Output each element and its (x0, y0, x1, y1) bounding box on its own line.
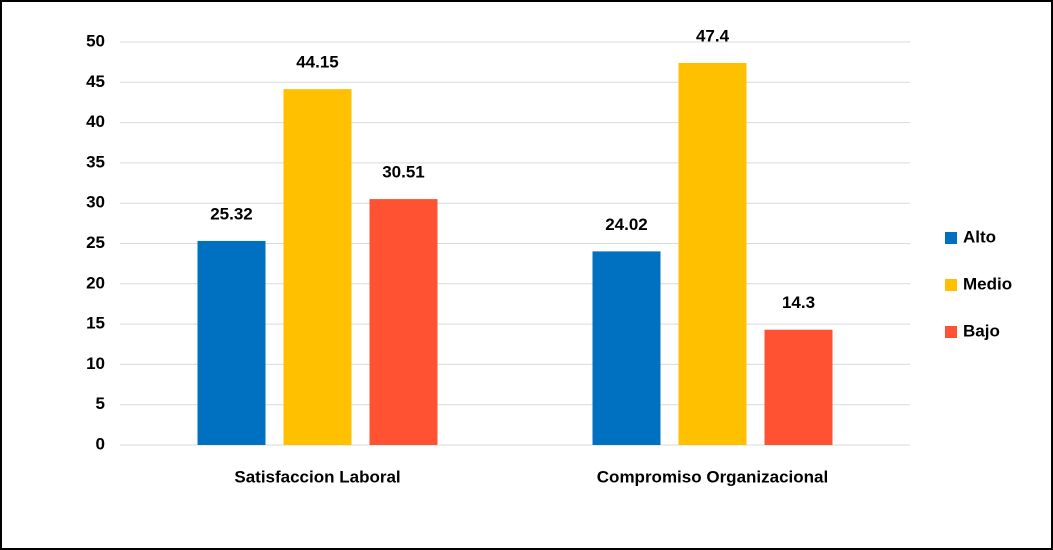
y-tick-label: 5 (96, 394, 105, 413)
data-label: 47.4 (696, 26, 730, 45)
data-label: 30.51 (382, 163, 425, 182)
y-tick-label: 25 (86, 233, 105, 252)
x-tick-label: Satisfaccion Laboral (234, 467, 400, 486)
y-tick-label: 45 (86, 72, 105, 91)
bar (764, 329, 833, 445)
bar (369, 199, 438, 445)
legend-label: Bajo (963, 321, 1000, 340)
legend-swatch (945, 232, 957, 244)
bar (678, 62, 747, 446)
y-tick-label: 50 (86, 31, 105, 50)
data-label: 14.3 (782, 293, 815, 312)
data-label: 24.02 (605, 215, 648, 234)
y-tick-label: 20 (86, 273, 105, 292)
bar (592, 251, 661, 445)
legend-swatch (945, 326, 957, 338)
y-tick-label: 15 (86, 314, 105, 333)
legend-label: Medio (963, 274, 1012, 293)
bar (197, 240, 266, 445)
bar (283, 89, 352, 445)
data-label: 25.32 (210, 204, 253, 223)
legend-label: Alto (963, 227, 996, 246)
y-tick-label: 35 (86, 152, 105, 171)
y-tick-label: 30 (86, 193, 105, 212)
y-tick-label: 40 (86, 112, 105, 131)
legend-swatch (945, 279, 957, 291)
data-label: 44.15 (296, 53, 339, 72)
y-tick-label: 10 (86, 354, 105, 373)
x-tick-label: Compromiso Organizacional (597, 467, 828, 486)
y-tick-label: 0 (96, 434, 105, 453)
